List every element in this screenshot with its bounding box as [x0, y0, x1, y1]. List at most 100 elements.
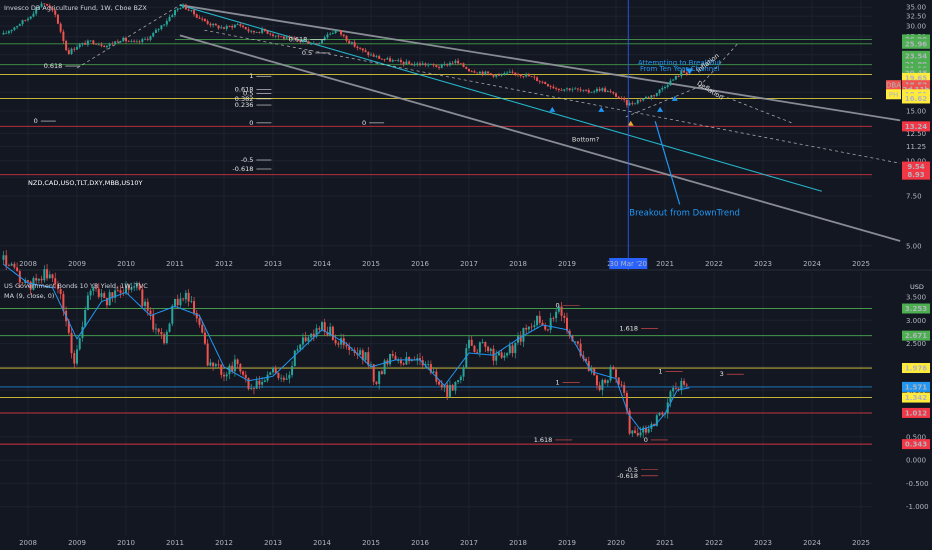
- dba-candle-body: [427, 64, 430, 66]
- top-pane-price-axis[interactable]: 35.0032.5030.0027.5023.7521.2517.5015.00…: [886, 4, 930, 251]
- dba-candle-body: [203, 18, 206, 22]
- dba-candle-body: [576, 88, 579, 90]
- yield-candle-body: [35, 278, 38, 281]
- year-tick-2009: 2009: [68, 260, 86, 268]
- yield-tag-1.976: 1.976: [905, 365, 927, 373]
- yield-candle-body: [361, 350, 364, 360]
- dba-candle-body: [2, 33, 5, 35]
- yield-candle-body: [669, 391, 672, 403]
- year-tick-2010: 2010: [117, 539, 135, 547]
- dba-candle-body: [133, 40, 136, 42]
- yield-tag-bg: [902, 407, 930, 418]
- yield-candle-body: [163, 334, 166, 344]
- price-tag-bg: [902, 161, 930, 172]
- top-chart-title[interactable]: Invesco DB Agriculture Fund, 1W, Cboe BZ…: [4, 4, 147, 12]
- yield-candle-body: [427, 364, 430, 365]
- yield-candle-body: [280, 377, 283, 379]
- dba-candle-body: [383, 59, 386, 61]
- dba-candle-body: [372, 54, 375, 57]
- annotation-5: Breakout from DownTrend: [629, 209, 740, 219]
- bottom-pane-time-axis[interactable]: 2008 2009 2010 2011 2012 2013 2014 2015 2016 2017…: [19, 539, 870, 547]
- yield-candle-body: [310, 333, 313, 338]
- yield-candle-body: [40, 278, 43, 281]
- yield-candle-body: [375, 381, 378, 384]
- dba-candle-body: [345, 35, 348, 41]
- yield-candle-body: [225, 374, 228, 377]
- channel-line-1: [179, 34, 901, 242]
- yield-candle-body: [48, 274, 51, 279]
- dba-candle-body: [606, 91, 609, 92]
- yield-candle-body: [146, 301, 149, 311]
- yield-candle-body: [149, 310, 152, 315]
- yield-candle-body: [595, 375, 598, 386]
- yield-candle-body: [206, 343, 209, 366]
- symbol-tag-bg: [886, 89, 901, 100]
- dba-candle-body: [78, 44, 81, 48]
- dba-candle-body: [255, 32, 258, 33]
- ma-indicator-label[interactable]: MA (9, close, 0): [4, 292, 55, 300]
- yield-candle-body: [89, 290, 92, 296]
- yield-candle-body: [27, 280, 29, 282]
- dba-candle-body: [508, 71, 511, 73]
- fib-label-0: 0.618: [289, 36, 308, 44]
- yield-candle-body: [410, 359, 413, 362]
- yield-tag-1.012: 1.012: [905, 409, 927, 417]
- dba-candle-body: [89, 40, 92, 42]
- bottom-pane-price-axis[interactable]: 3.5003.0002.5002.0001.5001.0000.5000.000…: [902, 294, 930, 512]
- year-tick-2023: 2023: [754, 539, 772, 547]
- dba-candle-body: [168, 17, 171, 21]
- yield-candle-body: [62, 293, 65, 311]
- yield-candle-body: [481, 342, 484, 343]
- dba-candle-body: [291, 37, 294, 39]
- year-tick-2024: 2024: [803, 539, 821, 547]
- dba-candle-body: [615, 93, 617, 97]
- yield-candle-body: [416, 358, 419, 361]
- yield-candle-body: [514, 342, 517, 354]
- dba-candle-body: [296, 38, 299, 41]
- yield-candle-body: [566, 317, 568, 331]
- dba-candle-body: [138, 41, 141, 43]
- yield-candle-body: [598, 385, 601, 391]
- dba-candle-body: [443, 63, 446, 65]
- yield-candle-body: [549, 317, 552, 330]
- yield-candle-body: [223, 374, 225, 377]
- dba-candle-body: [457, 60, 460, 64]
- year-tick-2012: 2012: [215, 260, 233, 268]
- yield-candle-body: [125, 285, 127, 294]
- dba-candle-body: [604, 88, 607, 92]
- yield-candle-body: [70, 332, 73, 354]
- dba-candle-body: [647, 96, 650, 98]
- dba-candle-body: [73, 48, 76, 50]
- top-pane-time-axis[interactable]: 2008 2009 2010 2011 2012 2013 2014 2015 2016 2017…: [19, 260, 870, 268]
- yield-candle-body: [187, 292, 190, 302]
- dashed-line-4: [699, 86, 793, 124]
- yield-candle-body: [454, 382, 457, 391]
- dba-candle-body: [378, 56, 381, 59]
- yield-tag-0.343: 0.343: [905, 441, 927, 449]
- year-tick-2008: 2008: [19, 539, 37, 547]
- dba-candle-body: [612, 92, 615, 94]
- dba-candle-body: [293, 38, 296, 40]
- yield-candle-body: [546, 329, 549, 331]
- dba-candle-body: [217, 25, 220, 29]
- price-tag-bg: [902, 93, 930, 104]
- yield-candle-body: [269, 372, 272, 375]
- dba-candle-body: [244, 27, 247, 30]
- dba-candle-body: [195, 14, 198, 18]
- dba-candle-body: [111, 43, 114, 45]
- yield-tag-bg: [902, 363, 930, 374]
- yield-tick--0.500: -0.500: [906, 480, 929, 488]
- yield-candle-body: [67, 321, 70, 333]
- dba-candle-body: [470, 71, 473, 73]
- bottom-chart-title[interactable]: US Government Bonds 10 YR Yield, 1W, TVC: [4, 282, 148, 290]
- yield-candle-body: [552, 317, 555, 319]
- price-tick-5.00: 5.00: [906, 242, 922, 250]
- dba-candle-body: [7, 31, 10, 33]
- dba-candle-body: [674, 75, 677, 80]
- fib-label-1: 0.5: [302, 49, 312, 57]
- dba-candle-body: [538, 81, 541, 82]
- dba-candle-body: [198, 17, 201, 19]
- year-tick-2018: 2018: [509, 539, 527, 547]
- yield-candle-body: [340, 338, 343, 345]
